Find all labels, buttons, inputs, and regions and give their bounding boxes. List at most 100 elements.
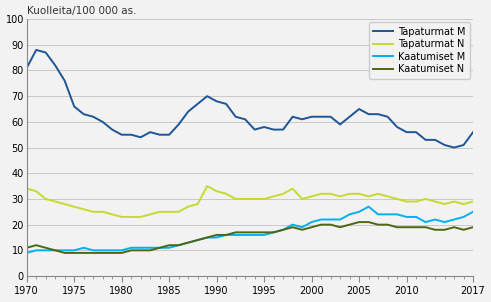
Tapaturmat N (176, 210, 182, 214)
Tapaturmat N (109, 213, 115, 216)
Kaatumiset M (71, 249, 77, 252)
Kaatumiset M (470, 210, 476, 214)
Tapaturmat M (347, 115, 353, 119)
Kaatumiset M (404, 215, 409, 219)
Kaatumiset N (52, 249, 58, 252)
Tapaturmat M (470, 130, 476, 134)
Text: Kuolleita/100 000 as.: Kuolleita/100 000 as. (27, 5, 136, 16)
Tapaturmat N (195, 202, 201, 206)
Kaatumiset N (318, 223, 324, 226)
Tapaturmat M (394, 125, 400, 129)
Tapaturmat M (413, 130, 419, 134)
Tapaturmat M (242, 117, 248, 121)
Tapaturmat N (185, 205, 191, 208)
Tapaturmat N (119, 215, 125, 219)
Kaatumiset N (451, 225, 457, 229)
Kaatumiset N (204, 236, 210, 239)
Tapaturmat M (366, 112, 372, 116)
Tapaturmat N (375, 192, 381, 196)
Kaatumiset N (394, 225, 400, 229)
Kaatumiset N (33, 243, 39, 247)
Kaatumiset M (327, 218, 333, 221)
Kaatumiset N (432, 228, 438, 232)
Kaatumiset M (52, 249, 58, 252)
Kaatumiset N (384, 223, 390, 226)
Tapaturmat M (52, 63, 58, 67)
Tapaturmat N (318, 192, 324, 196)
Kaatumiset M (166, 246, 172, 249)
Kaatumiset N (470, 225, 476, 229)
Tapaturmat N (24, 187, 29, 191)
Kaatumiset N (81, 251, 86, 255)
Kaatumiset N (90, 251, 96, 255)
Kaatumiset M (309, 220, 315, 224)
Tapaturmat M (166, 133, 172, 137)
Tapaturmat N (309, 194, 315, 198)
Kaatumiset N (242, 230, 248, 234)
Kaatumiset M (356, 210, 362, 214)
Kaatumiset N (441, 228, 447, 232)
Tapaturmat M (233, 115, 239, 119)
Kaatumiset M (337, 218, 343, 221)
Kaatumiset N (166, 243, 172, 247)
Tapaturmat M (185, 110, 191, 114)
Tapaturmat N (233, 197, 239, 201)
Kaatumiset M (318, 218, 324, 221)
Kaatumiset N (109, 251, 115, 255)
Tapaturmat M (90, 115, 96, 119)
Kaatumiset M (24, 251, 29, 255)
Kaatumiset N (337, 225, 343, 229)
Kaatumiset M (204, 236, 210, 239)
Kaatumiset N (309, 225, 315, 229)
Kaatumiset N (299, 228, 305, 232)
Kaatumiset M (223, 233, 229, 237)
Tapaturmat N (337, 194, 343, 198)
Tapaturmat M (290, 115, 296, 119)
Kaatumiset N (375, 223, 381, 226)
Kaatumiset M (157, 246, 163, 249)
Tapaturmat M (109, 128, 115, 131)
Tapaturmat M (119, 133, 125, 137)
Tapaturmat N (432, 200, 438, 203)
Tapaturmat N (90, 210, 96, 214)
Tapaturmat N (166, 210, 172, 214)
Tapaturmat M (176, 123, 182, 126)
Tapaturmat M (356, 107, 362, 111)
Tapaturmat N (100, 210, 106, 214)
Kaatumiset M (384, 213, 390, 216)
Kaatumiset M (109, 249, 115, 252)
Tapaturmat N (441, 202, 447, 206)
Kaatumiset M (252, 233, 258, 237)
Tapaturmat M (157, 133, 163, 137)
Kaatumiset M (128, 246, 134, 249)
Tapaturmat N (43, 197, 49, 201)
Kaatumiset N (100, 251, 106, 255)
Tapaturmat M (24, 66, 29, 70)
Kaatumiset M (347, 213, 353, 216)
Kaatumiset M (375, 213, 381, 216)
Kaatumiset M (423, 220, 429, 224)
Tapaturmat N (451, 200, 457, 203)
Tapaturmat N (423, 197, 429, 201)
Line: Kaatumiset N: Kaatumiset N (27, 222, 473, 253)
Kaatumiset N (347, 223, 353, 226)
Tapaturmat N (204, 184, 210, 188)
Kaatumiset N (233, 230, 239, 234)
Kaatumiset M (100, 249, 106, 252)
Tapaturmat M (432, 138, 438, 142)
Kaatumiset N (413, 225, 419, 229)
Kaatumiset M (62, 249, 68, 252)
Tapaturmat M (441, 143, 447, 147)
Tapaturmat M (261, 125, 267, 129)
Tapaturmat M (461, 143, 466, 147)
Tapaturmat M (337, 123, 343, 126)
Kaatumiset N (252, 230, 258, 234)
Tapaturmat M (223, 102, 229, 106)
Line: Tapaturmat N: Tapaturmat N (27, 186, 473, 217)
Kaatumiset N (147, 249, 153, 252)
Tapaturmat N (327, 192, 333, 196)
Tapaturmat N (223, 192, 229, 196)
Tapaturmat N (470, 200, 476, 203)
Tapaturmat M (214, 100, 219, 103)
Tapaturmat N (128, 215, 134, 219)
